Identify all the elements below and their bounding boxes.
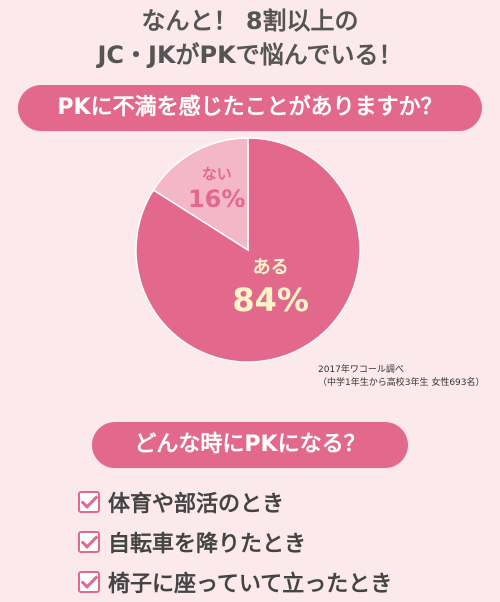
- pie-slice-label: ある: [253, 257, 289, 278]
- checklist-item-label: 椅子に座っていて立ったとき: [108, 572, 393, 597]
- checklist-item-label: 自転車を降りたとき: [108, 532, 307, 557]
- situation-checklist: 体育や部活のとき 自転車を降りたとき 椅子に座っていて立ったとき: [78, 482, 392, 602]
- section-title-banner: どんな時にPKになる？: [92, 422, 408, 468]
- checkbox-checked-icon: [78, 491, 100, 513]
- survey-source: 2017年ワコール調べ （中学1年生から高校3年生 女性693名）: [318, 364, 493, 390]
- checklist-item: 椅子に座っていて立ったとき: [78, 562, 392, 602]
- question-banner: PKに不満を感じたことがありますか？: [18, 85, 482, 131]
- pie-chart: ある 84% ない 16%: [135, 137, 361, 363]
- checklist-item-label: 体育や部活のとき: [108, 492, 285, 517]
- headline: なんと！ 8割以上の JC・JKがPKで悩んでいる！: [0, 4, 500, 72]
- source-line-1: 2017年ワコール調べ: [318, 365, 404, 375]
- pie-slice-percent: 16%: [188, 185, 245, 213]
- headline-line-1: なんと！ 8割以上の: [141, 7, 359, 35]
- pie-slice-1: [152, 137, 249, 252]
- headline-line-2: JC・JKがPKで悩んでいる！: [97, 41, 403, 69]
- pie-slice-percent: 84%: [232, 281, 309, 319]
- checkbox-checked-icon: [78, 571, 100, 593]
- checklist-item: 体育や部活のとき: [78, 482, 392, 522]
- pie-slice-label: ない: [202, 165, 232, 183]
- checklist-item: 自転車を降りたとき: [78, 522, 392, 562]
- checkbox-checked-icon: [78, 531, 100, 553]
- source-line-2: （中学1年生から高校3年生 女性693名）: [318, 378, 485, 388]
